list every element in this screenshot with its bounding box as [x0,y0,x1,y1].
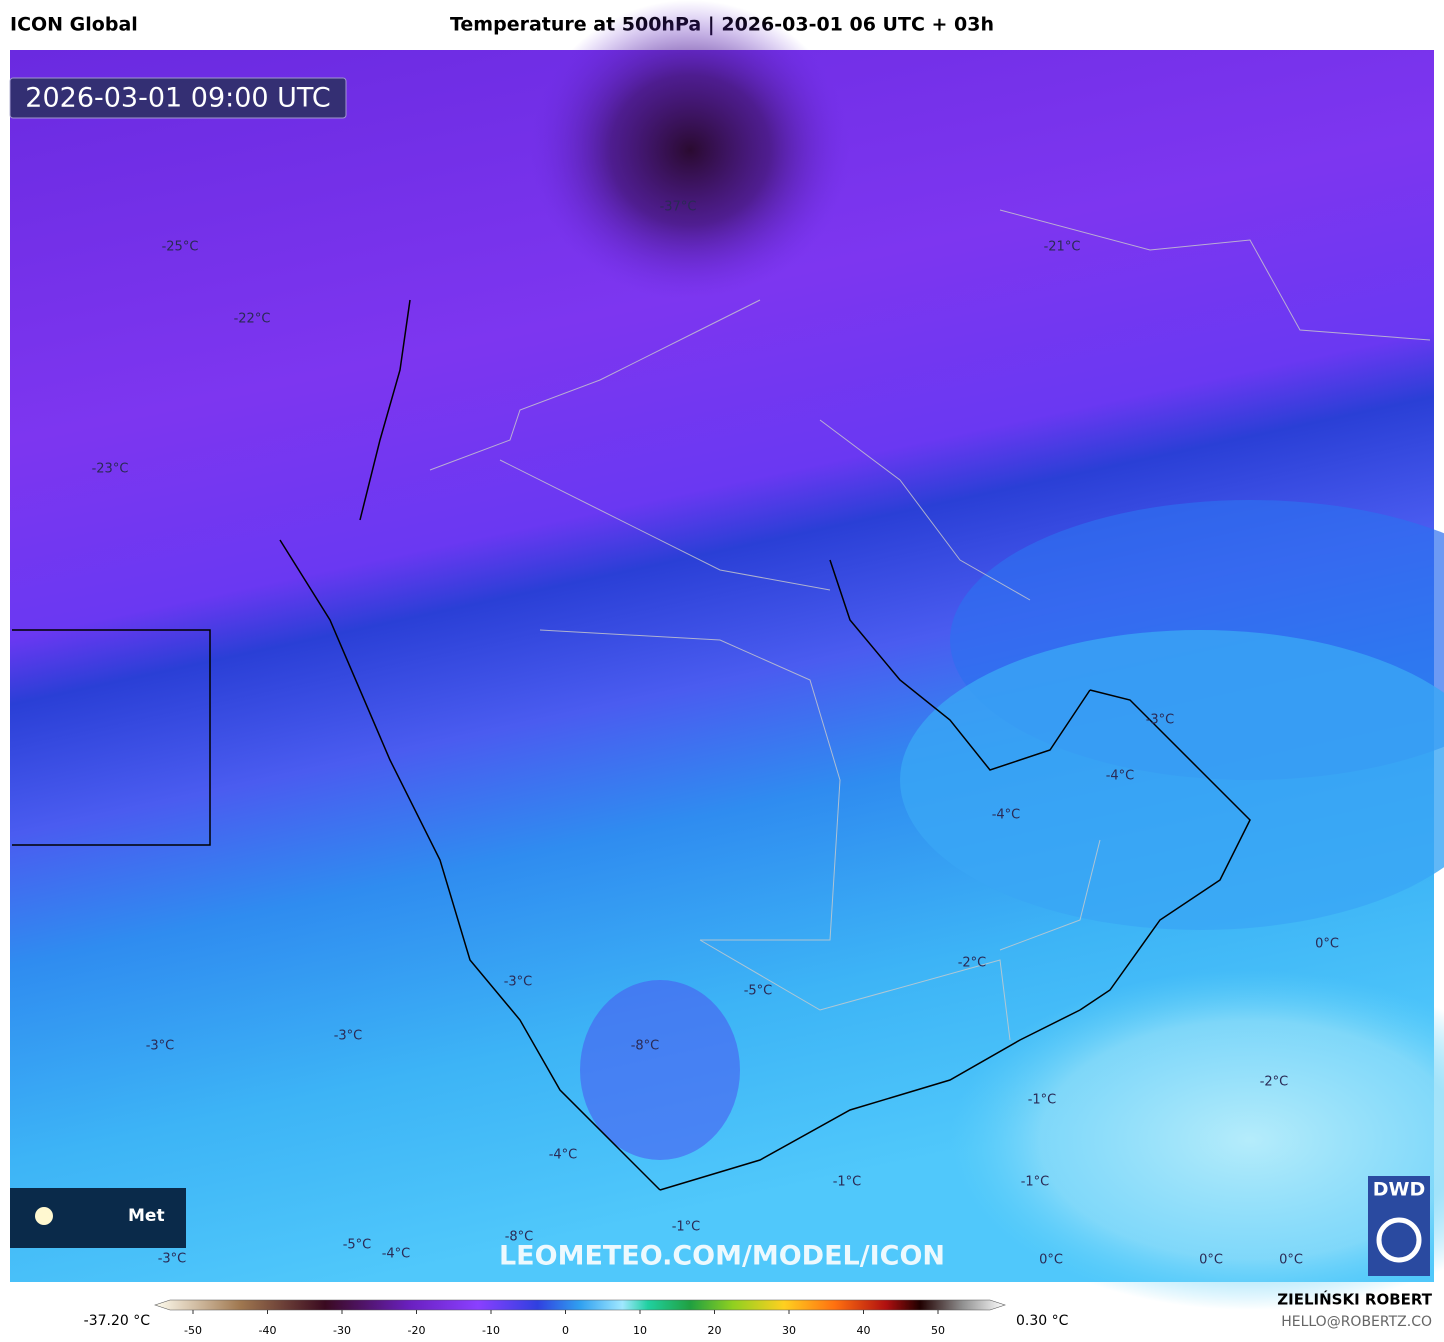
temperature-label: -1°C [833,1175,862,1190]
temperature-label: 0°C [1315,937,1339,952]
temperature-label: -4°C [1106,769,1135,784]
temperature-labels: -37°C -25°C -22°C -21°C -23°C -3°C -4°C -4°C 0°C… [92,200,1339,1268]
field-patch [530,0,850,300]
model-name: ICON Global [10,14,138,36]
colorbar-tick-label: -10 [482,1324,500,1337]
dwd-text: DWD [1373,1179,1426,1201]
colorbar-tick-label: -40 [259,1324,277,1337]
temperature-label: -8°C [631,1039,660,1054]
temperature-label: -3°C [1146,713,1175,728]
colorbar-tick-label: 0 [562,1324,569,1337]
field-patch [580,980,740,1160]
temperature-label: -37°C [660,200,697,215]
temperature-label: -4°C [549,1148,578,1163]
coastlines [12,299,1251,1191]
temperature-label: -8°C [505,1230,534,1245]
colorbar-min: -37.20 °C [84,1313,151,1329]
temperature-label: -21°C [1044,240,1081,255]
temperature-label: -22°C [234,312,271,327]
widget-text[interactable]: Met [128,1206,165,1226]
temperature-label: 0°C [1199,1253,1223,1268]
dwd-swirl [1376,1217,1422,1263]
colorbar: -37.20 °C 0.30 °C -50 -40 -30 -20 -10 0 10 20 30… [84,1299,1069,1337]
temperature-label: -2°C [958,956,987,971]
colorbar-tick-label: 10 [633,1324,647,1337]
author: ZIELIŃSKI ROBERT [1277,1290,1432,1309]
temperature-label: -3°C [504,975,533,990]
colorbar-max: 0.30 °C [1016,1313,1069,1329]
watermark: LEOMETEO.COM/MODEL/ICON [499,1241,945,1272]
contact: HELLO@ROBERTZ.CO [1281,1314,1432,1330]
temperature-label: 0°C [1039,1253,1063,1268]
field-patch [950,970,1444,1310]
colorbar-tick-label: 50 [931,1324,945,1337]
temperature-label: -5°C [744,984,773,999]
map: 2026-03-01 09:00 UTC -37°C -25°C -22°C -21°… [9,0,1444,1310]
colorbar-tick-label: -20 [408,1324,426,1337]
colorbar-tick-label: 30 [782,1324,796,1337]
sun-icon [35,1207,53,1225]
temperature-label: -4°C [382,1247,411,1262]
colorbar-tick-label: -50 [184,1324,202,1337]
temperature-label: -2°C [1260,1075,1289,1090]
borders [429,209,1431,1041]
temperature-label: -3°C [334,1029,363,1044]
field-patch [900,630,1444,930]
temperature-label: 0°C [1279,1253,1303,1268]
temperature-label: -5°C [343,1238,372,1253]
colorbar-tick-label: 40 [857,1324,871,1337]
temperature-label: -3°C [146,1039,175,1054]
temperature-label: -1°C [1028,1093,1057,1108]
timestamp: 2026-03-01 09:00 UTC [25,83,330,114]
colorbar-ramp [154,1299,1006,1311]
temperature-label: -1°C [672,1220,701,1235]
colorbar-tick-label: 20 [708,1324,722,1337]
colorbar-tick-label: -30 [333,1324,351,1337]
temperature-label: -25°C [162,240,199,255]
temperature-label: -3°C [158,1252,187,1267]
temperature-label: -4°C [992,808,1021,823]
timestamp-box [9,77,347,119]
temperature-label: -23°C [92,462,129,477]
temperature-label: -1°C [1021,1175,1050,1190]
